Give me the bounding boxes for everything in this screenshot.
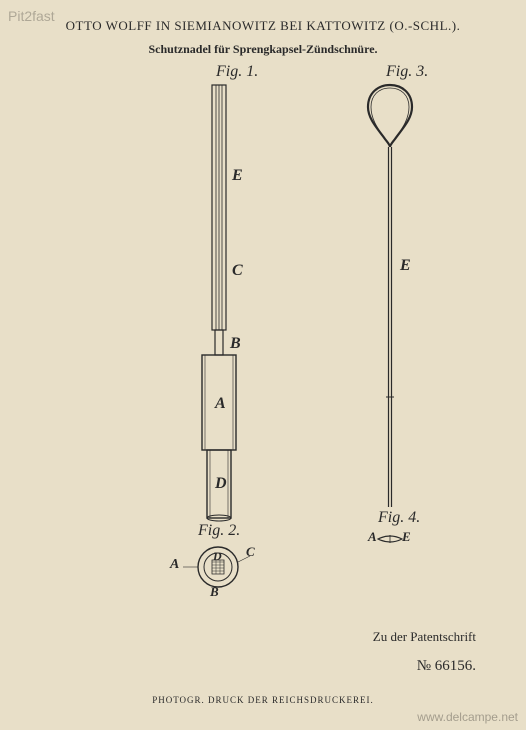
inventor-name: OTTO WOLFF bbox=[66, 18, 153, 33]
location-1: SIEMIANOWITZ bbox=[174, 18, 276, 33]
fig2-ref-D: D bbox=[213, 549, 222, 564]
fig1-ref-B: B bbox=[230, 335, 241, 353]
connector-in: IN bbox=[152, 18, 174, 33]
fig4-ref-A: A bbox=[368, 529, 377, 545]
fig1-ref-C: C bbox=[232, 262, 243, 280]
fig4-svg bbox=[350, 527, 430, 567]
fig3-ref-E: E bbox=[400, 257, 411, 275]
fig1-label: Fig. 1. bbox=[216, 63, 258, 81]
region: (O.-SCHL.). bbox=[386, 18, 461, 33]
footer-text: PHOTOGR. DRUCK DER REICHSDRUCKEREI. bbox=[0, 695, 526, 705]
patent-number: № 66156. bbox=[417, 658, 476, 675]
patent-note: Zu der Patentschrift bbox=[373, 629, 476, 645]
connector-bei: BEI bbox=[276, 18, 306, 33]
figure-2: Fig. 2. A D C B bbox=[178, 542, 258, 602]
figure-1: Fig. 1. E C B bbox=[180, 67, 260, 537]
fig1-ref-D: D bbox=[215, 475, 227, 493]
watermark-top-left: Pit2fast bbox=[8, 8, 55, 24]
fig2-ref-C: C bbox=[246, 544, 255, 560]
patent-number-prefix: № bbox=[417, 658, 435, 674]
header-line: OTTO WOLFF IN SIEMIANOWITZ BEI KATTOWITZ… bbox=[30, 18, 496, 34]
fig4-ref-E: E bbox=[402, 529, 411, 545]
fig2-ref-A: A bbox=[170, 557, 179, 573]
fig4-label: Fig. 4. bbox=[378, 509, 420, 527]
figure-4: Fig. 4. A E bbox=[350, 527, 430, 567]
fig3-svg bbox=[350, 67, 430, 517]
figure-3: Fig. 3. E bbox=[350, 67, 430, 517]
fig2-label: Fig. 2. bbox=[198, 522, 240, 540]
patent-number-value: 66156. bbox=[435, 658, 476, 674]
drawing-area: Fig. 1. E C B bbox=[30, 67, 496, 627]
location-2: KATTOWITZ bbox=[306, 18, 385, 33]
fig2-ref-B: B bbox=[210, 584, 219, 600]
fig3-label: Fig. 3. bbox=[386, 63, 428, 81]
fig1-svg bbox=[180, 67, 260, 537]
watermark-bottom-right: www.delcampe.net bbox=[417, 710, 518, 724]
subtitle: Schutznadel für Sprengkapsel-Zündschnüre… bbox=[30, 42, 496, 57]
fig1-ref-A: A bbox=[215, 395, 226, 413]
fig1-ref-E: E bbox=[232, 167, 243, 185]
